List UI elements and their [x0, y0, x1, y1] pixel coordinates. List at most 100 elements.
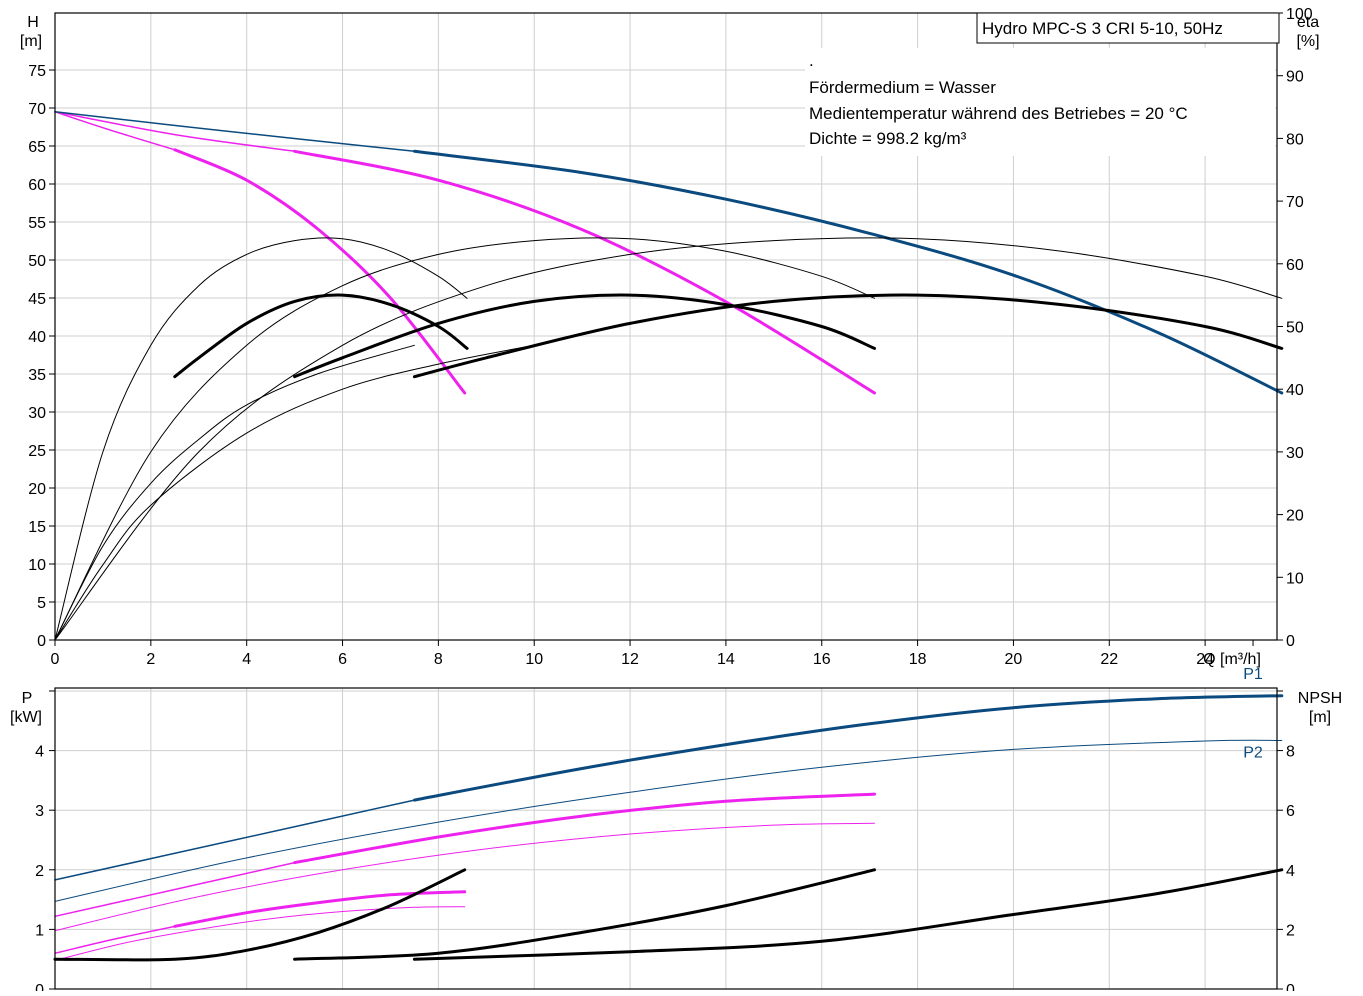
q-tick-label: 10	[525, 651, 543, 668]
eta-tick-label: 80	[1286, 131, 1304, 148]
power-curve-p2-2	[54, 739, 1283, 902]
top-curve-black-12	[54, 344, 415, 641]
h-tick-label: 5	[37, 595, 46, 612]
bottom-curve-black-11	[412, 868, 1284, 961]
info-line-temperature: Medientemperatur während des Betriebes =…	[809, 104, 1188, 123]
p-axis-unit: [kW]	[10, 709, 42, 726]
series-label-p1: P1	[1243, 666, 1263, 683]
bottom-curve-magenta-5	[54, 822, 875, 932]
h-tick-label: 40	[28, 329, 46, 346]
h-tick-label: 65	[28, 139, 46, 156]
eta-tick-label: 20	[1286, 508, 1304, 525]
eta-tick-label: 100	[1286, 6, 1313, 23]
bottom-chart-series	[53, 694, 1284, 962]
eta-tick-label: 10	[1286, 570, 1304, 587]
h-tick-label: 55	[28, 215, 46, 232]
chart-axes	[49, 12, 1283, 990]
top-curve-magenta-0	[54, 111, 176, 151]
h-tick-label: 15	[28, 519, 46, 536]
bottom-curve-magenta-4	[293, 792, 876, 865]
top-curve-black-9	[293, 293, 876, 379]
q-tick-label: 6	[338, 651, 347, 668]
npsh-axis-unit: [m]	[1309, 709, 1331, 726]
q-axis-label: Q [m³/h]	[1203, 651, 1261, 668]
p-tick-label: 1	[35, 922, 44, 939]
top-curve-magenta-1	[173, 148, 467, 395]
p-tick-label: 0	[35, 982, 44, 991]
top-curve-magenta-3	[293, 149, 876, 395]
eta-tick-label: 90	[1286, 69, 1304, 86]
eta-axis-unit: [%]	[1296, 33, 1319, 50]
bottom-curve-magenta-3	[54, 861, 296, 918]
h-tick-label: 20	[28, 481, 46, 498]
top-curve-black-11	[412, 293, 1284, 379]
bottom-curve-magenta-8	[54, 906, 466, 961]
q-tick-label: 18	[909, 651, 927, 668]
info-line-medium: Fördermedium = Wasser	[809, 78, 996, 97]
eta-tick-label: 0	[1286, 633, 1295, 650]
p-tick-label: 3	[35, 803, 44, 820]
h-axis-unit: [m]	[20, 33, 42, 50]
info-line-density: Dichte = 998.2 kg/m³	[809, 129, 967, 148]
chart-labels: 0510152025303540455055606570750102030405…	[10, 6, 1342, 996]
top-curve-magenta-2	[54, 111, 296, 153]
bottom-plot-frame	[54, 687, 1278, 990]
info-note-background	[805, 48, 1275, 156]
bottom-curve-magenta-6	[54, 925, 176, 954]
npsh-tick-label: 0	[1286, 982, 1295, 991]
h-axis-title: H	[27, 14, 39, 31]
eta-tick-label: 70	[1286, 194, 1304, 211]
bottom-curve-black-10	[293, 868, 876, 961]
q-tick-label: 12	[621, 651, 639, 668]
q-tick-label: 4	[242, 651, 251, 668]
eta-tick-label: 40	[1286, 382, 1304, 399]
bottom-curve-magenta-7	[173, 890, 467, 928]
h-tick-label: 25	[28, 443, 46, 460]
top-curve-black-6	[54, 237, 468, 641]
h-tick-label: 50	[28, 253, 46, 270]
q-tick-label: 14	[717, 651, 735, 668]
h-tick-label: 75	[28, 63, 46, 80]
npsh-tick-label: 8	[1286, 744, 1295, 761]
top-curve-blue-5	[412, 149, 1284, 395]
eta-tick-label: 30	[1286, 445, 1304, 462]
npsh-tick-label: 4	[1286, 863, 1295, 880]
q-tick-label: 24	[1196, 651, 1214, 668]
series-label-p2: P2	[1243, 745, 1263, 762]
top-curve-blue-4	[54, 111, 416, 153]
top-chart-series	[54, 111, 1284, 641]
p-tick-label: 4	[35, 744, 44, 761]
top-curve-black-8	[54, 237, 875, 641]
power-curve-p1-1	[412, 694, 1284, 802]
eta-tick-label: 60	[1286, 257, 1304, 274]
q-tick-label: 16	[813, 651, 831, 668]
bottom-curve-black-9	[53, 868, 467, 962]
npsh-axis-title: NPSH	[1298, 690, 1342, 707]
eta-tick-label: 50	[1286, 320, 1304, 337]
title-box	[976, 12, 1280, 44]
h-tick-label: 45	[28, 291, 46, 308]
q-tick-label: 22	[1100, 651, 1118, 668]
h-tick-label: 70	[28, 101, 46, 118]
q-tick-label: 0	[51, 651, 60, 668]
info-line-dot: .	[809, 51, 814, 70]
p-tick-label: 2	[35, 863, 44, 880]
eta-axis-title: eta	[1297, 14, 1319, 31]
q-tick-label: 20	[1005, 651, 1023, 668]
q-tick-label: 8	[434, 651, 443, 668]
h-tick-label: 30	[28, 405, 46, 422]
npsh-tick-label: 2	[1286, 922, 1295, 939]
npsh-tick-label: 6	[1286, 803, 1295, 820]
h-tick-label: 35	[28, 367, 46, 384]
top-curve-black-13	[54, 344, 535, 641]
h-tick-label: 60	[28, 177, 46, 194]
h-tick-label: 0	[37, 633, 46, 650]
h-tick-label: 10	[28, 557, 46, 574]
power-curve-p1-0	[54, 799, 416, 881]
chart-title: Hydro MPC-S 3 CRI 5-10, 50Hz	[982, 19, 1223, 38]
q-tick-label: 2	[146, 651, 155, 668]
p-axis-title: P	[22, 690, 33, 707]
top-curve-black-10	[54, 237, 1283, 641]
